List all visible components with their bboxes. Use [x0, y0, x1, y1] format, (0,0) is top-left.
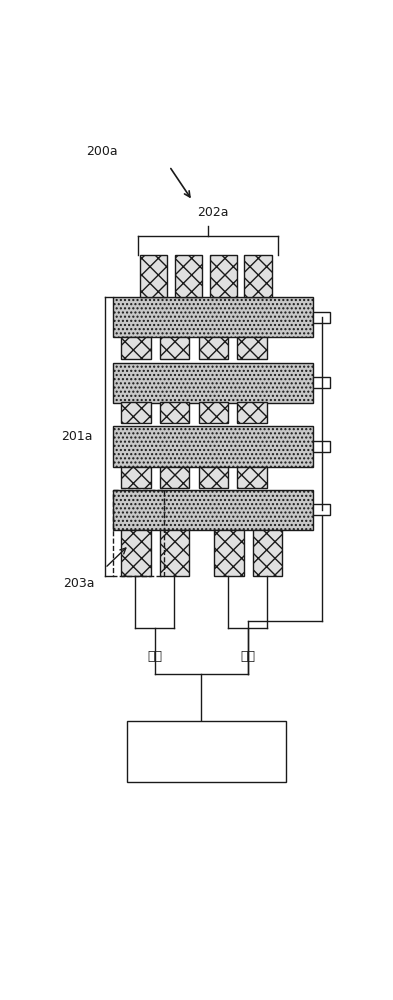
Bar [313, 312, 331, 323]
Bar [253, 530, 283, 576]
Text: 控制器 210: 控制器 210 [176, 744, 237, 759]
Text: 屏蔽: 屏蔽 [240, 650, 255, 663]
Bar [114, 426, 313, 466]
Text: 201a: 201a [61, 430, 92, 443]
Bar [160, 530, 189, 576]
Bar [160, 402, 189, 423]
Bar [199, 402, 228, 423]
Bar [214, 530, 244, 576]
Bar [160, 466, 189, 488]
Bar [114, 490, 164, 576]
Bar [237, 466, 267, 488]
Text: 202a: 202a [197, 206, 229, 219]
Bar [199, 337, 228, 359]
Bar [121, 530, 151, 576]
Bar [160, 337, 189, 359]
Text: 驱动: 驱动 [147, 650, 162, 663]
Bar [114, 297, 313, 337]
Bar [313, 377, 331, 388]
Text: 200a: 200a [86, 145, 118, 158]
Bar [127, 721, 285, 782]
Bar [121, 337, 151, 359]
Bar [209, 255, 237, 297]
Bar [199, 466, 228, 488]
Text: 203a: 203a [63, 577, 95, 590]
Bar [237, 402, 267, 423]
Bar [121, 466, 151, 488]
Bar [140, 255, 167, 297]
Bar [121, 402, 151, 423]
Bar [237, 337, 267, 359]
Bar [313, 441, 331, 452]
Bar [114, 490, 313, 530]
Bar [244, 255, 272, 297]
Bar [174, 255, 202, 297]
Bar [313, 504, 331, 515]
Bar [114, 363, 313, 403]
